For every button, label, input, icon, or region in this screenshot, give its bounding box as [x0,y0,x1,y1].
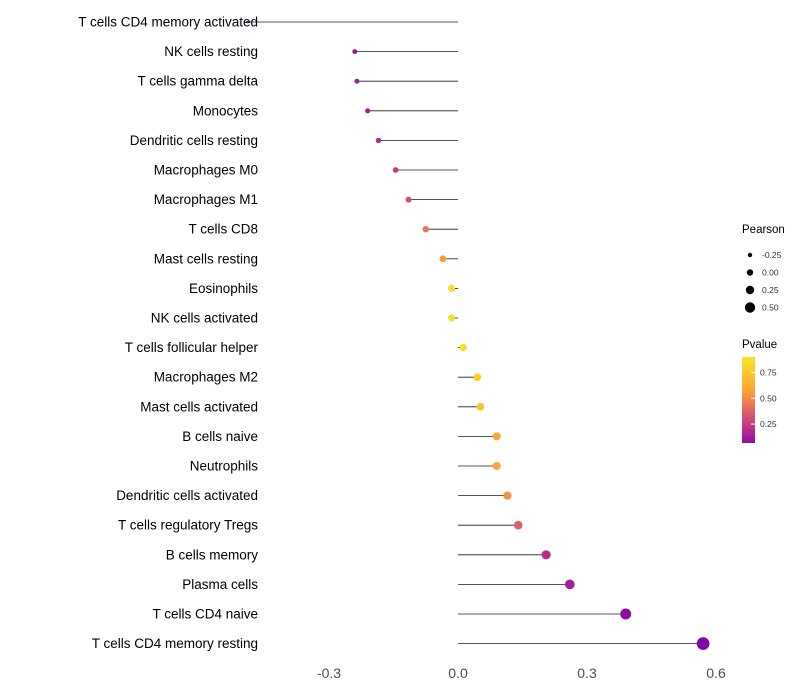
category-label: Neutrophils [190,459,259,474]
legend-size-dot [747,252,753,258]
data-point [448,284,456,292]
lollipop-row: Neutrophils [190,459,501,474]
category-label: T cells follicular helper [125,340,259,355]
lollipop-row: T cells gamma delta [137,74,458,89]
data-point [422,225,429,233]
category-label: Mast cells resting [154,251,258,266]
category-label: Dendritic cells resting [130,133,258,148]
legend-size-label: 0.00 [762,268,779,278]
legend-color-label: 0.50 [760,393,777,403]
legend-size-dot [745,285,755,295]
data-point [354,78,360,84]
lollipop-row: Macrophages M1 [154,192,458,207]
data-point [503,491,512,500]
category-label: T cells CD8 [188,222,258,237]
x-tick-label: 0.0 [448,665,468,681]
category-label: T cells regulatory Tregs [118,518,258,533]
data-point [620,608,632,620]
lollipop-row: Eosinophils [189,281,458,296]
legend-size-dot [746,269,754,276]
data-point [365,108,371,114]
x-tick-label: -0.3 [317,665,341,681]
category-label: Macrophages M2 [154,370,258,385]
category-label: T cells gamma delta [137,74,258,89]
category-label: B cells memory [166,547,259,562]
lollipop-row: T cells CD4 naive [152,607,632,622]
lollipop-row: Plasma cells [182,577,575,592]
legend-colorbar [742,357,755,443]
legend-color-label: 0.25 [760,419,777,429]
data-point [405,196,412,203]
category-label: Plasma cells [182,577,258,592]
lollipop-row: NK cells activated [151,311,458,326]
lollipop-row: Dendritic cells activated [116,488,512,503]
data-point [473,373,482,382]
lollipop-row: B cells memory [166,547,551,562]
category-label: T cells CD4 naive [152,607,258,622]
data-point [352,49,358,55]
category-label: Macrophages M0 [154,163,258,178]
legend-size-label: -0.25 [762,250,782,260]
data-point [492,461,501,471]
legend-color-label: 0.75 [760,367,777,377]
lollipop-row: Mast cells activated [140,399,485,414]
lollipop-row: Macrophages M2 [154,370,482,385]
data-point [513,520,523,530]
data-point [564,579,575,590]
category-label: NK cells activated [151,311,258,326]
lollipop-row: B cells naive [182,429,501,444]
x-tick-label: 0.6 [706,665,726,681]
category-label: NK cells resting [164,44,258,59]
category-label: Macrophages M1 [154,192,258,207]
data-point [492,432,501,441]
lollipop-row: Dendritic cells resting [130,133,458,148]
data-point [439,255,447,263]
lollipop-row: NK cells resting [164,44,458,59]
legend-size-label: 0.50 [762,303,779,313]
legend-color-title: Pvalue [742,339,777,351]
category-label: T cells CD4 memory activated [78,15,258,30]
category-label: Dendritic cells activated [116,488,258,503]
category-label: Monocytes [193,103,259,118]
data-point [375,137,382,144]
lollipop-row: T cells CD8 [188,222,458,237]
data-point [459,343,467,352]
legend-size-label: 0.25 [762,285,779,295]
data-point [246,20,249,24]
category-label: T cells CD4 memory resting [92,636,258,651]
lollipop-row: T cells CD4 memory activated [78,15,458,30]
data-point [476,402,485,411]
category-label: Eosinophils [189,281,258,296]
data-point [448,314,456,322]
category-label: B cells naive [182,429,258,444]
legend-size-title: Pearson [742,224,785,236]
x-tick-label: 0.3 [577,665,597,681]
legend-size-dot [744,302,756,313]
data-point [541,550,551,560]
lollipop-row: T cells follicular helper [125,340,467,355]
lollipop-row: Mast cells resting [154,251,458,266]
data-point [392,167,399,173]
lollipop-row: Monocytes [193,103,458,118]
lollipop-row: T cells regulatory Tregs [118,518,523,533]
lollipop-row: T cells CD4 memory resting [92,636,710,651]
category-label: Mast cells activated [140,399,258,414]
data-point [696,637,710,650]
lollipop-row: Macrophages M0 [154,163,458,178]
